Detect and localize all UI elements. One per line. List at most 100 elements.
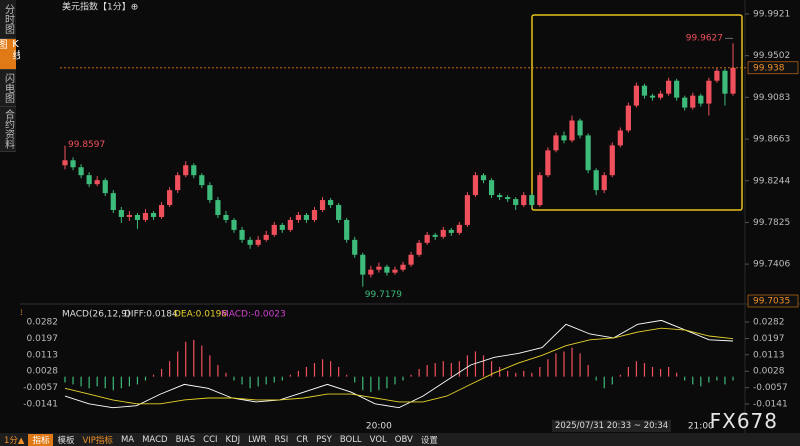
toolbar-item[interactable]: BOLL (339, 434, 362, 445)
toolbar-item[interactable]: VIP指标 (82, 435, 113, 446)
candle-body (352, 239, 358, 255)
tab[interactable]: 闪电图 (0, 70, 16, 107)
toolbar-item[interactable]: RSI (274, 434, 289, 445)
candle-body (561, 135, 567, 141)
candle-body (255, 239, 261, 245)
candle-body (287, 219, 293, 230)
candle-body (158, 205, 165, 217)
y-tick-label: 0.0197 (27, 334, 59, 344)
toolbar-item[interactable]: KDJ (225, 434, 241, 445)
toolbar-item[interactable]: 指标 (28, 433, 54, 446)
toolbar-item[interactable]: VOL (369, 434, 387, 445)
toolbar-item[interactable]: CCI (203, 434, 218, 445)
y-tick-label: 0.0028 (753, 367, 785, 377)
candle-body (207, 185, 213, 201)
candle-body (593, 170, 599, 191)
candle-body (70, 160, 76, 168)
tab[interactable]: K线图 (0, 39, 21, 70)
candle-body (440, 229, 446, 237)
candle-body (319, 200, 326, 211)
candle-body (303, 214, 310, 220)
highlight-box (531, 14, 743, 211)
candle-body (657, 93, 664, 98)
candle-body (625, 105, 631, 131)
watermark: FX678 (709, 409, 778, 433)
chart-title: 美元指数【1分】⊕ (62, 1, 138, 13)
toolbar-item[interactable]: LWR (248, 434, 267, 445)
candle-body (577, 120, 583, 136)
candle-body (86, 175, 92, 185)
price-label: 99.7035 (753, 297, 790, 307)
y-tick-label: 99.9083 (753, 93, 790, 103)
candle-body (730, 67, 736, 94)
toolbar-item[interactable]: CR (296, 434, 309, 445)
y-tick-label: 99.8663 (753, 135, 790, 145)
y-tick-label: 99.7406 (753, 260, 790, 270)
candle-body (537, 175, 543, 206)
candle-body (641, 85, 648, 96)
y-tick-label: -0.0141 (23, 400, 58, 410)
candle-body (448, 229, 454, 233)
candle-body (215, 200, 221, 215)
candle-body (392, 269, 398, 273)
candle-body (400, 264, 406, 270)
toolbar-item[interactable]: 1分▲ (4, 435, 25, 446)
candle-body (384, 266, 390, 273)
candle-body (327, 200, 334, 206)
max-label: 99.9627 (686, 34, 723, 44)
candle-body (223, 214, 229, 220)
candle-body (344, 219, 350, 240)
candle-body (682, 97, 688, 108)
plot-bg (20, 0, 745, 433)
toolbar-item[interactable]: BIAS (175, 434, 196, 445)
toolbar-item[interactable]: MACD (142, 434, 168, 445)
toolbar-item[interactable]: 模板 (57, 435, 75, 446)
candle-body (666, 80, 672, 94)
price-box (747, 294, 799, 308)
candle-body (360, 254, 366, 275)
toolbar-item[interactable]: 设置 (420, 435, 438, 446)
candle-body (432, 234, 438, 237)
candle-body (295, 214, 301, 220)
candle-body (279, 224, 285, 230)
price-box (747, 61, 799, 75)
y-tick-label: 0.0113 (753, 350, 785, 360)
y-tick-label: 0.0028 (27, 367, 59, 377)
candle-body (191, 165, 197, 176)
candle-body (464, 195, 471, 225)
toolbar-item[interactable]: MA (120, 434, 135, 445)
candle-body (62, 160, 68, 166)
candle-body (94, 180, 100, 185)
candle-body (239, 229, 245, 240)
candle-body (609, 145, 615, 176)
candle-body (480, 175, 487, 181)
candle-body (150, 212, 157, 217)
x-tick-label: 21:00 (688, 422, 714, 432)
candle-body (529, 195, 535, 206)
candle-body (633, 85, 640, 106)
y-tick-label: 0.0113 (27, 350, 59, 360)
y-tick-label: 99.9502 (753, 51, 790, 61)
x-tick-label: 20:00 (366, 422, 392, 432)
candle-body (649, 95, 656, 98)
candle-body (497, 195, 503, 198)
candle-body (408, 254, 414, 265)
candle-body (78, 167, 84, 176)
candle-body (263, 234, 269, 240)
tab[interactable]: 合约资料 (0, 107, 16, 152)
icon: ⁝ (20, 309, 23, 319)
y-tick-label: 0.0197 (753, 334, 785, 344)
candle-body (674, 80, 680, 98)
candle-body (569, 120, 575, 141)
y-tick-label: 99.8244 (753, 176, 790, 186)
toolbar-item[interactable]: OBV (394, 434, 413, 445)
candle-body (472, 175, 479, 196)
toolbar-item[interactable]: PSY (316, 434, 332, 445)
y-tick-label: 99.7825 (753, 218, 790, 228)
candle-body (601, 175, 607, 191)
candle-body (545, 150, 551, 176)
tab[interactable]: 分时图 (0, 0, 16, 39)
candle-body (231, 219, 237, 230)
low-label: 99.7179 (365, 290, 402, 300)
macd-line (64, 327, 734, 405)
